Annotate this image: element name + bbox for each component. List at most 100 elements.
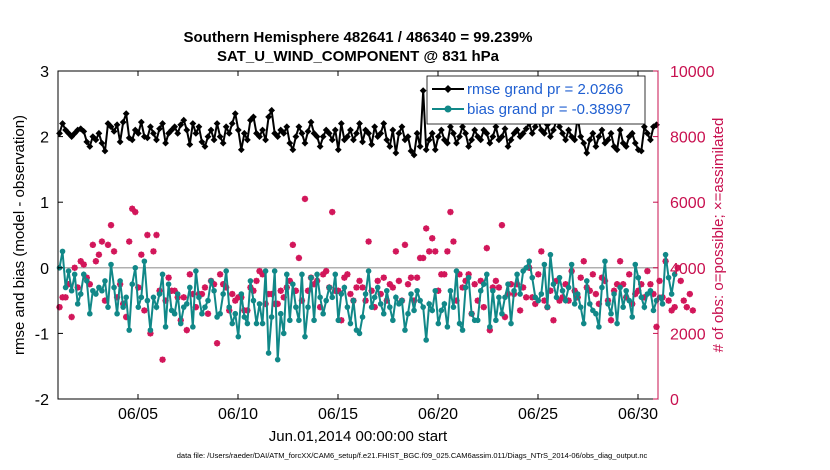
- bias-point: [235, 333, 242, 340]
- rmse-point: [395, 129, 403, 137]
- obs-assimilated-point: [592, 290, 600, 298]
- rmse-point: [407, 147, 415, 155]
- obs-assimilated-point: [101, 297, 109, 304]
- obs-assimilated-point: [589, 271, 597, 278]
- bias-point: [93, 291, 99, 297]
- bias-point: [280, 330, 287, 337]
- rmse-point: [516, 133, 524, 140]
- obs-assimilated-point: [632, 290, 639, 298]
- rmse-point: [113, 121, 121, 129]
- rmse-point: [313, 133, 321, 140]
- rmse-point: [443, 139, 451, 147]
- bias-point: [650, 307, 657, 314]
- obs-assimilated-point: [62, 294, 69, 301]
- obs-assimilated-point: [341, 274, 348, 281]
- obs-assimilated-point: [586, 287, 594, 294]
- bias-point: [438, 307, 445, 314]
- bias-point: [187, 284, 193, 291]
- rmse-point: [386, 143, 394, 150]
- obs-assimilated-point: [526, 264, 533, 271]
- rmse-point: [107, 123, 115, 131]
- y-tick-label: -2: [35, 392, 49, 409]
- rmse-point: [537, 126, 545, 134]
- rmse-point: [616, 126, 624, 134]
- obs-assimilated-point: [74, 284, 81, 291]
- bias-point: [193, 268, 199, 274]
- bias-point: [323, 297, 329, 304]
- bias-point: [383, 287, 390, 294]
- obs-assimilated-point: [680, 297, 687, 304]
- rmse-point: [134, 129, 142, 137]
- bias-point: [123, 294, 129, 301]
- obs-assimilated-point: [56, 303, 63, 311]
- rmse-point: [159, 120, 166, 127]
- obs-assimilated-point: [626, 271, 633, 278]
- obs-assimilated-point: [301, 195, 309, 203]
- rmse-point: [374, 133, 382, 140]
- obs-assimilated-point: [180, 294, 187, 301]
- obs-assimilated-point: [607, 317, 615, 324]
- obs-assimilated-point: [92, 258, 100, 265]
- bias-point: [365, 268, 372, 274]
- obs-assimilated-point: [256, 267, 263, 275]
- bias-point: [459, 327, 466, 333]
- footer-data-file: data file: /Users/raeder/DAI/ATM_forcXX/…: [177, 451, 648, 460]
- obs-assimilated-point: [141, 307, 148, 314]
- rmse-point: [95, 129, 103, 137]
- obs-assimilated-point: [413, 274, 421, 281]
- rmse-point: [128, 136, 136, 144]
- bias-point: [593, 310, 599, 317]
- rmse-point: [262, 136, 269, 144]
- bias-point: [126, 327, 133, 333]
- legend-bias-marker: [444, 105, 452, 113]
- rmse-point: [198, 138, 206, 146]
- bias-point: [129, 281, 136, 288]
- obs-assimilated-point: [192, 303, 200, 311]
- bias-point: [511, 287, 517, 294]
- rmse-point: [292, 133, 300, 140]
- obs-assimilated-point: [213, 340, 221, 347]
- rmse-point: [425, 136, 433, 144]
- rmse-point: [556, 123, 563, 131]
- rmse-point: [286, 139, 294, 147]
- obs-assimilated-point: [432, 248, 439, 255]
- bias-point: [608, 310, 614, 317]
- bias-point: [487, 324, 493, 330]
- left-y-axis: -2 -1 0 1 2 3: [35, 64, 63, 409]
- bias-point: [144, 297, 151, 304]
- bias-point: [302, 333, 308, 340]
- bias-point: [177, 320, 184, 327]
- bias-point: [114, 310, 120, 317]
- rmse-point: [486, 139, 494, 147]
- y2-tick-label: 10000: [670, 64, 715, 81]
- bias-point: [623, 287, 629, 294]
- bias-point: [308, 274, 314, 281]
- legend-bias-label: bias grand pr = -0.38997: [467, 101, 631, 118]
- bias-point: [414, 287, 420, 294]
- obs-assimilated-point: [501, 313, 509, 321]
- rmse-point: [592, 143, 600, 150]
- bias-point: [74, 301, 81, 307]
- bias-point: [535, 297, 542, 304]
- bias-point: [205, 297, 211, 304]
- bias-point: [611, 291, 617, 297]
- obs-assimilated-point: [316, 303, 324, 311]
- bias-point: [599, 284, 605, 291]
- bias-point: [117, 278, 123, 284]
- bias-point: [662, 251, 669, 258]
- bias-point: [505, 281, 511, 288]
- bias-point: [547, 251, 554, 258]
- bias-point: [314, 271, 320, 278]
- rmse-point: [259, 126, 266, 134]
- obs-assimilated-point: [601, 277, 609, 285]
- y-axis-label: rmse and bias (model - observation): [11, 115, 28, 355]
- obs-assimilated-point: [419, 254, 427, 262]
- obs-assimilated-point: [410, 297, 418, 304]
- rmse-point: [510, 129, 518, 137]
- rmse-point: [389, 126, 397, 134]
- obs-assimilated-point: [89, 241, 97, 249]
- bias-point: [347, 320, 354, 327]
- rmse-point: [316, 143, 324, 150]
- bias-point: [296, 317, 302, 324]
- bias-point: [311, 317, 317, 324]
